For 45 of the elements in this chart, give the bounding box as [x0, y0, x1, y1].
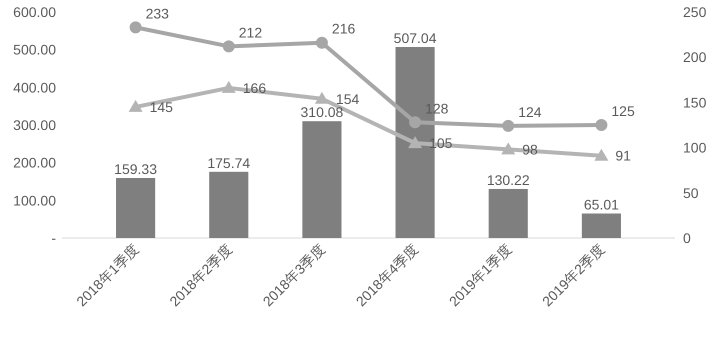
y-tick-label: 200.00	[13, 154, 56, 171]
bar	[302, 121, 342, 238]
data-label: 124	[518, 104, 542, 120]
bar	[116, 178, 156, 238]
data-label: 125	[611, 103, 635, 119]
point	[128, 100, 143, 112]
y-tick-label: 300.00	[13, 117, 56, 133]
data-label: 212	[238, 24, 262, 40]
point	[408, 136, 422, 148]
y-tick-label: 500.00	[13, 42, 56, 58]
y2-tick-label: 150	[683, 94, 707, 110]
point	[409, 116, 422, 128]
data-label: 130.22	[486, 172, 530, 188]
y2-tick-label: 0	[683, 230, 691, 246]
y-tick-label: 100.00	[13, 192, 56, 208]
data-label: 91	[615, 148, 632, 164]
y2-tick-label: 50	[683, 184, 699, 201]
point	[316, 36, 328, 49]
y2-tick-label: 200	[683, 49, 707, 66]
point	[222, 40, 235, 52]
point	[502, 120, 514, 132]
point	[222, 80, 236, 93]
data-label: 65.01	[584, 196, 620, 213]
y2-tick-label: 100	[683, 140, 707, 156]
y2-tick-label: 250	[683, 4, 707, 20]
y-tick-label: -	[51, 230, 56, 246]
bar	[209, 172, 248, 238]
data-label: 154	[336, 90, 360, 107]
data-label: 145	[150, 98, 174, 115]
point	[130, 21, 142, 34]
y-tick-label: 400.00	[13, 79, 56, 96]
data-label: 310.08	[300, 104, 344, 120]
data-label: 233	[146, 5, 170, 22]
point	[314, 92, 329, 104]
point	[595, 119, 608, 131]
point	[594, 148, 608, 161]
point	[501, 142, 516, 154]
data-label: 216	[332, 20, 356, 37]
y-tick-label: 600.00	[13, 4, 56, 20]
bar	[582, 214, 621, 238]
data-label: 159.33	[114, 160, 158, 177]
data-label: 175.74	[207, 154, 250, 171]
bar	[488, 188, 528, 238]
data-label: 507.04	[394, 30, 437, 46]
data-label: 166	[242, 80, 266, 96]
